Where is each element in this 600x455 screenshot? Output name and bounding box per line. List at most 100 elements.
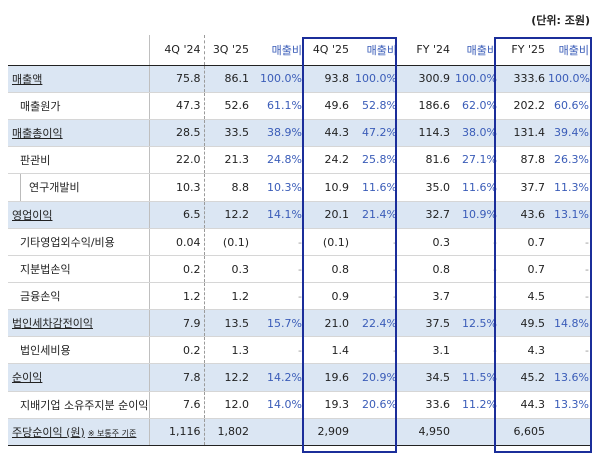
cell-fy25: 45.2 bbox=[500, 363, 548, 392]
cell-4q25: 44.3 bbox=[305, 119, 352, 147]
header-fy25: FY '25 bbox=[500, 35, 548, 66]
cell-3q25: 33.5 bbox=[203, 119, 252, 147]
cell-fy24: 35.0 bbox=[400, 173, 453, 202]
row-label: 연구개발비 bbox=[8, 173, 149, 202]
cell-4q25: 20.1 bbox=[305, 201, 352, 229]
cell-fy24: 81.6 bbox=[400, 146, 453, 174]
cell-fy25-ratio bbox=[548, 418, 592, 446]
row-label-text: 법인세비용 bbox=[20, 344, 71, 358]
cell-4q25-ratio: 47.2% bbox=[352, 119, 400, 147]
cell-fy25: 43.6 bbox=[500, 201, 548, 229]
cell-4q25: 0.9 bbox=[305, 282, 352, 311]
cell-fy25-ratio: 11.3% bbox=[548, 173, 592, 202]
cell-3q25: 1.3 bbox=[203, 336, 252, 365]
row-label-text: 금융손익 bbox=[20, 290, 61, 304]
cell-3q25-ratio: 15.7% bbox=[252, 309, 305, 338]
cell-3q25: 52.6 bbox=[203, 92, 252, 120]
row-label-text: 주당순이익 (원) bbox=[12, 425, 85, 439]
cell-4q25: 49.6 bbox=[305, 92, 352, 120]
cell-4q25-ratio bbox=[352, 418, 400, 446]
cell-4q25: 2,909 bbox=[305, 418, 352, 446]
row-label-text: 기타영업외수익/비용 bbox=[20, 236, 115, 250]
cell-fy25-ratio: 13.6% bbox=[548, 363, 592, 392]
cell-3q25: 13.5 bbox=[203, 309, 252, 338]
cell-fy25: 6,605 bbox=[500, 418, 548, 446]
cell-4q24: 7.6 bbox=[148, 391, 204, 419]
row-label-text: 법인세차감전이익 bbox=[12, 317, 93, 331]
cell-4q25-ratio: 100.0% bbox=[352, 65, 400, 93]
cell-4q25: 19.6 bbox=[305, 363, 352, 392]
cell-3q25-ratio: - bbox=[252, 228, 305, 257]
cell-4q25: 19.3 bbox=[305, 391, 352, 419]
row-label: 매출총이익 bbox=[8, 119, 149, 147]
cell-4q24: 75.8 bbox=[148, 65, 204, 93]
cell-fy25: 202.2 bbox=[500, 92, 548, 120]
cell-fy25-ratio: 26.3% bbox=[548, 146, 592, 174]
row-label: 영업이익 bbox=[8, 201, 149, 229]
table-row: 법인세비용 0.2 1.3-1.4-3.1-4.3- bbox=[8, 336, 592, 365]
cell-fy24: 0.3 bbox=[400, 228, 453, 257]
cell-4q25-ratio: - bbox=[352, 282, 400, 311]
cell-3q25: 12.0 bbox=[203, 391, 252, 419]
cell-fy25-ratio: 39.4% bbox=[548, 119, 592, 147]
cell-4q24: 6.5 bbox=[148, 201, 204, 229]
row-label: 주당순이익 (원) ※ 보통주 기준 bbox=[8, 418, 149, 446]
row-label: 법인세비용 bbox=[8, 336, 149, 365]
cell-fy24-ratio: 38.0% bbox=[453, 119, 500, 147]
cell-fy25-ratio: 13.3% bbox=[548, 391, 592, 419]
header-4q25-ratio: 매출비 bbox=[352, 35, 400, 66]
row-label: 법인세차감전이익 bbox=[8, 309, 149, 338]
header-3q25: 3Q '25 bbox=[203, 35, 252, 66]
cell-4q25: 1.4 bbox=[305, 336, 352, 365]
cell-4q25: 93.8 bbox=[305, 65, 352, 93]
cell-4q24: 7.8 bbox=[148, 363, 204, 392]
cell-fy24: 34.5 bbox=[400, 363, 453, 392]
row-label: 순이익 bbox=[8, 363, 149, 392]
cell-3q25-ratio: - bbox=[252, 282, 305, 311]
cell-4q25-ratio: 25.8% bbox=[352, 146, 400, 174]
table-row: 매출액 75.8 86.1 100.0% 93.8 100.0% 300.9 100.0% 33… bbox=[8, 65, 592, 93]
cell-fy24-ratio: 27.1% bbox=[453, 146, 500, 174]
cell-fy25: 37.7 bbox=[500, 173, 548, 202]
unit-label: (단위: 조원) bbox=[531, 14, 590, 27]
cell-fy25-ratio: - bbox=[548, 336, 592, 365]
cell-4q24: 10.3 bbox=[148, 173, 204, 202]
row-label: 판관비 bbox=[8, 146, 149, 174]
cell-4q24: 28.5 bbox=[148, 119, 204, 147]
cell-4q24: 0.2 bbox=[148, 336, 204, 365]
cell-fy25: 4.5 bbox=[500, 282, 548, 311]
cell-3q25-ratio: 100.0% bbox=[252, 65, 305, 93]
row-label: 매출액 bbox=[8, 65, 149, 93]
table-row: 순이익 7.8 12.2 14.2% 19.6 20.9% 34.5 11.5% 45.2 13.… bbox=[8, 363, 592, 392]
eps-note: ※ 보통주 기준 bbox=[87, 428, 137, 438]
row-label-text: 지분법손익 bbox=[20, 263, 71, 277]
cell-3q25-ratio: 24.8% bbox=[252, 146, 305, 174]
cell-4q25-ratio: 20.9% bbox=[352, 363, 400, 392]
cell-fy24-ratio: - bbox=[453, 255, 500, 284]
cell-4q25-ratio: - bbox=[352, 336, 400, 365]
cell-3q25-ratio: 14.0% bbox=[252, 391, 305, 419]
cell-fy25: 44.3 bbox=[500, 391, 548, 419]
row-label-text: 연구개발비 bbox=[20, 173, 80, 201]
cell-fy24: 37.5 bbox=[400, 309, 453, 338]
cell-3q25-ratio: 38.9% bbox=[252, 119, 305, 147]
cell-4q25: (0.1) bbox=[305, 228, 352, 257]
cell-fy25: 0.7 bbox=[500, 228, 548, 257]
cell-fy24-ratio: 11.5% bbox=[453, 363, 500, 392]
cell-3q25: 0.3 bbox=[203, 255, 252, 284]
table-row: 연구개발비 10.3 8.8 10.3% 10.9 11.6% 35.0 11.6% 37.7 1… bbox=[8, 173, 592, 202]
cell-3q25: 21.3 bbox=[203, 146, 252, 174]
cell-fy25-ratio: 13.1% bbox=[548, 201, 592, 229]
cell-fy24-ratio: 12.5% bbox=[453, 309, 500, 338]
cell-fy24-ratio: 10.9% bbox=[453, 201, 500, 229]
cell-fy25: 0.7 bbox=[500, 255, 548, 284]
cell-4q24: 22.0 bbox=[148, 146, 204, 174]
cell-fy25: 87.8 bbox=[500, 146, 548, 174]
cell-fy24: 114.3 bbox=[400, 119, 453, 147]
cell-fy25-ratio: 60.6% bbox=[548, 92, 592, 120]
cell-4q24: 0.04 bbox=[148, 228, 204, 257]
cell-fy24-ratio: 100.0% bbox=[453, 65, 500, 93]
row-label: 지분법손익 bbox=[8, 255, 149, 284]
cell-fy24-ratio: - bbox=[453, 336, 500, 365]
header-3q25-ratio: 매출비 bbox=[252, 35, 305, 66]
